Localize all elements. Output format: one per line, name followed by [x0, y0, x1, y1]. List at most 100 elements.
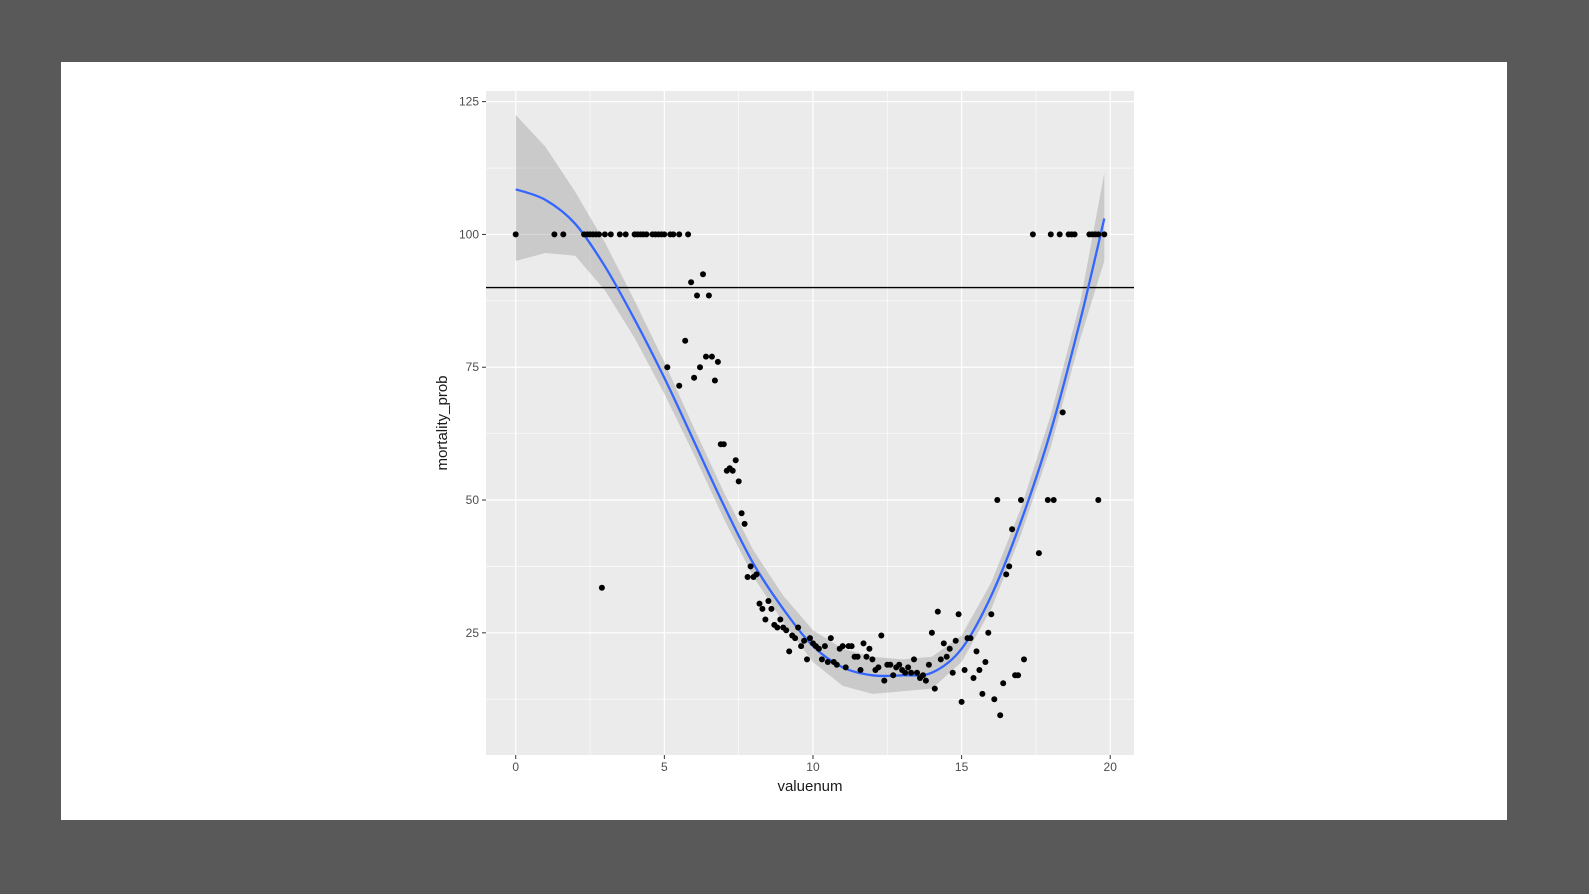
- data-point: [931, 685, 938, 692]
- data-point: [934, 608, 941, 615]
- data-point: [854, 653, 861, 660]
- data-point: [708, 353, 715, 360]
- data-point: [994, 497, 1001, 503]
- data-point: [697, 364, 703, 371]
- axis-ticks: [482, 101, 1111, 759]
- data-point: [711, 377, 718, 384]
- data-point: [1095, 497, 1102, 503]
- data-point: [598, 584, 605, 591]
- data-point: [1021, 656, 1027, 663]
- data-point: [798, 643, 805, 650]
- slide: 0 5 10 15 20 25 50 75 100 125 valuenum mortality…: [61, 62, 1507, 820]
- data-point: [777, 616, 784, 623]
- data-point: [937, 656, 944, 663]
- data-point: [759, 605, 766, 612]
- data-point: [607, 231, 614, 238]
- data-point: [714, 358, 721, 365]
- data-point: [1000, 680, 1007, 687]
- data-point: [848, 643, 855, 650]
- data-point: [920, 672, 926, 679]
- data-point: [952, 637, 959, 644]
- data-point: [946, 645, 953, 652]
- data-point: [839, 643, 846, 650]
- data-point: [875, 664, 882, 671]
- data-point: [676, 231, 683, 238]
- data-point: [691, 374, 698, 381]
- data-point: [827, 635, 834, 642]
- data-point: [922, 677, 929, 684]
- data-point: [985, 629, 992, 636]
- data-points: [512, 231, 1108, 719]
- y-tick-label: 125: [459, 95, 479, 109]
- y-tick-label: 25: [466, 626, 480, 640]
- data-point: [786, 648, 793, 655]
- x-tick-label: 15: [955, 760, 969, 774]
- data-point: [1029, 231, 1036, 238]
- data-point: [842, 664, 849, 671]
- data-point: [694, 292, 700, 299]
- x-tick-label: 0: [512, 760, 519, 774]
- data-point: [860, 640, 867, 647]
- data-point: [863, 653, 870, 660]
- data-point: [988, 611, 995, 618]
- x-tick-label: 5: [661, 760, 668, 774]
- data-point: [685, 231, 692, 238]
- data-point: [821, 643, 828, 650]
- data-point: [700, 271, 706, 278]
- data-point: [1101, 231, 1108, 238]
- data-point: [804, 656, 810, 663]
- data-point: [970, 675, 977, 681]
- data-point: [979, 690, 986, 697]
- data-point: [902, 669, 909, 676]
- data-point: [815, 645, 822, 652]
- data-point: [958, 698, 965, 705]
- data-point: [961, 667, 968, 673]
- data-point: [833, 661, 840, 668]
- data-point: [925, 661, 932, 668]
- data-point: [741, 520, 748, 527]
- y-tick-label: 75: [466, 360, 480, 374]
- data-point: [774, 624, 781, 631]
- data-point: [997, 712, 1004, 719]
- x-tick-label: 10: [806, 760, 820, 774]
- data-point: [818, 656, 825, 663]
- data-point: [762, 616, 769, 623]
- data-point: [676, 382, 683, 389]
- data-point: [908, 669, 915, 676]
- data-point: [703, 353, 709, 360]
- data-point: [857, 667, 864, 673]
- data-point: [753, 571, 760, 578]
- y-axis-title: mortality_prob: [434, 375, 451, 470]
- data-point: [1015, 672, 1022, 679]
- data-point: [1018, 497, 1024, 503]
- y-tick-label: 100: [459, 227, 479, 241]
- data-point: [1009, 526, 1016, 533]
- data-point: [887, 661, 894, 668]
- data-point: [1035, 550, 1042, 557]
- data-point: [881, 677, 888, 684]
- y-tick-label: 50: [466, 493, 480, 507]
- data-point: [756, 600, 763, 607]
- data-point: [729, 467, 736, 474]
- data-point: [1050, 497, 1057, 503]
- x-tick-label: 20: [1104, 760, 1118, 774]
- data-point: [976, 667, 983, 673]
- data-point: [1095, 231, 1102, 238]
- data-point: [940, 640, 947, 647]
- data-point: [643, 231, 650, 238]
- data-point: [670, 231, 677, 238]
- x-axis-tick-labels: 0 5 10 15 20: [512, 760, 1117, 774]
- data-point: [622, 231, 629, 238]
- y-axis-tick-labels: 25 50 75 100 125: [459, 95, 479, 640]
- data-point: [801, 637, 808, 644]
- data-point: [905, 664, 912, 671]
- data-point: [949, 669, 956, 676]
- data-point: [869, 656, 876, 663]
- data-point: [512, 231, 519, 238]
- data-point: [747, 563, 754, 570]
- data-point: [732, 457, 739, 464]
- data-point: [783, 627, 790, 634]
- minor-gridlines: [486, 91, 1134, 755]
- data-point: [914, 669, 920, 676]
- data-point: [1006, 563, 1013, 570]
